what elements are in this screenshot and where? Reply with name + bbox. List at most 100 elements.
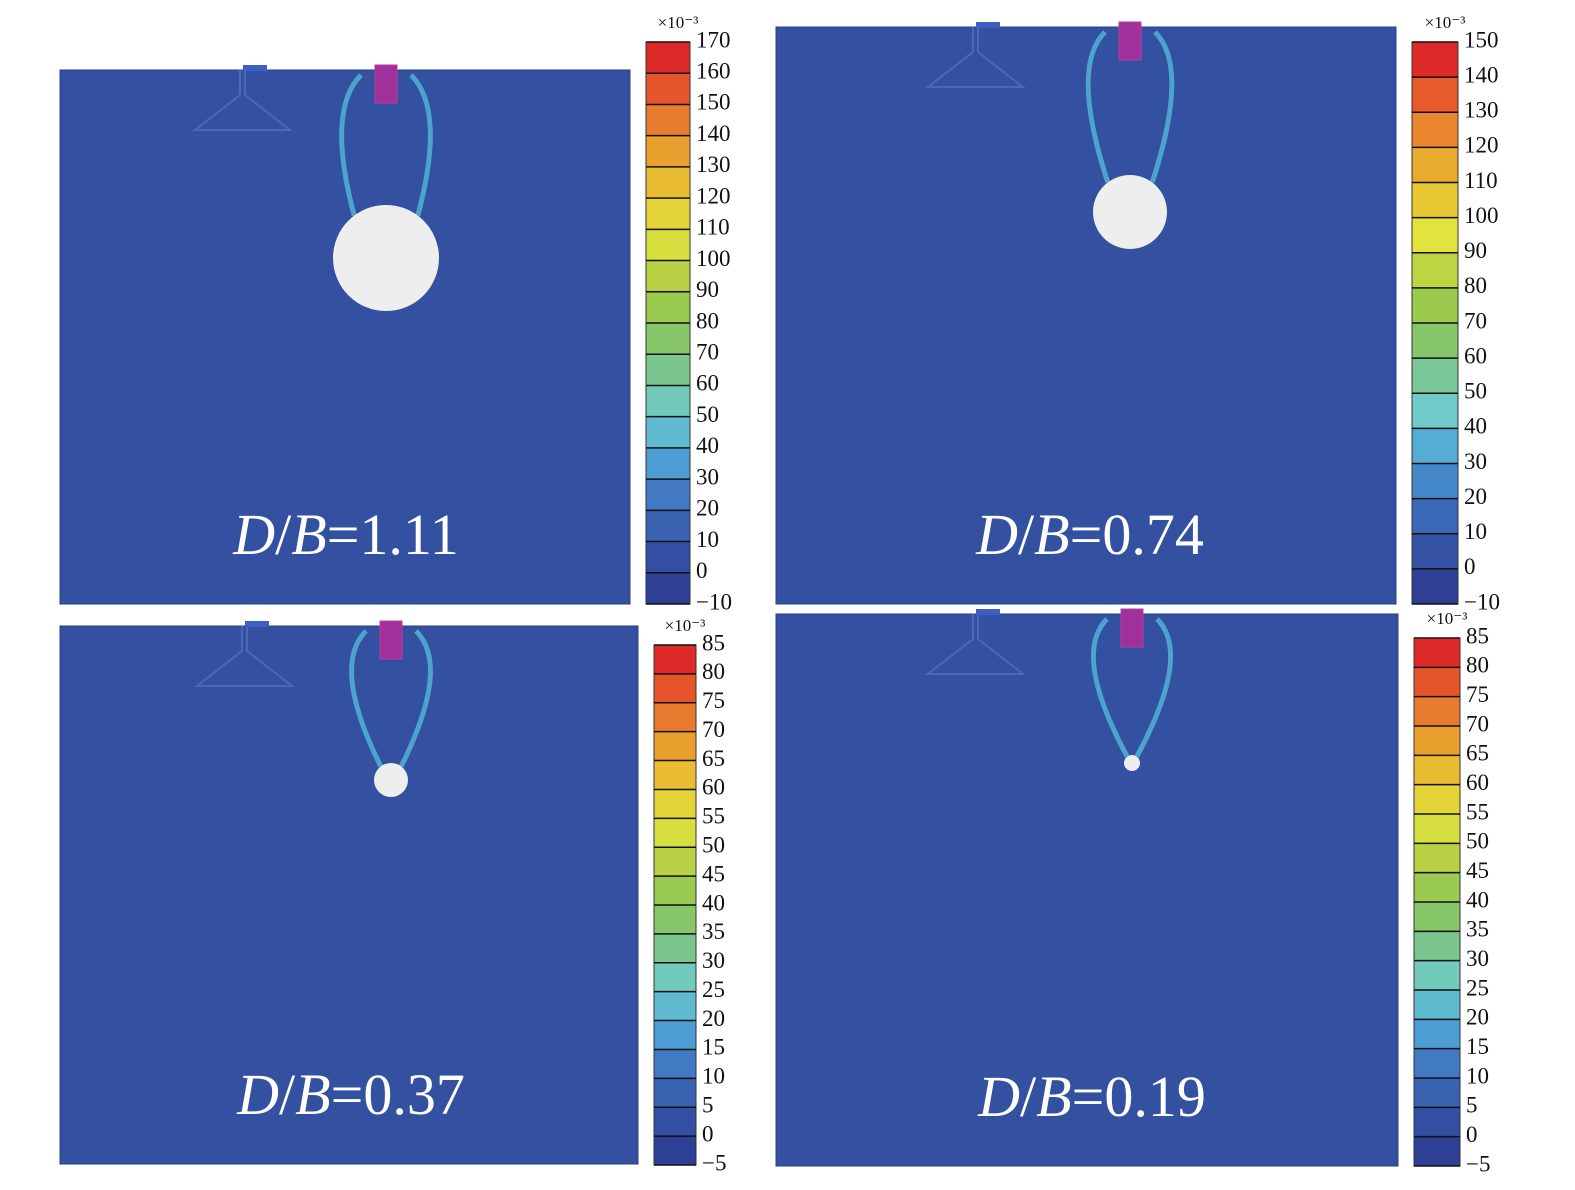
shear-band	[1085, 30, 1111, 184]
colorbar-segment	[1414, 1019, 1460, 1049]
footing-cap	[243, 65, 267, 71]
tick-label: 30	[1466, 946, 1489, 971]
tick-label: 40	[702, 890, 725, 915]
ratio-label: D/B=0.19	[977, 1064, 1206, 1129]
colorbar-segment	[654, 645, 696, 674]
footing-cap	[976, 609, 1000, 615]
colorbar-segment	[646, 42, 690, 74]
tick-label: 75	[1466, 682, 1489, 707]
colorbar-segment	[654, 760, 696, 790]
soil-field	[775, 613, 1399, 1167]
tick-label: 0	[1464, 554, 1476, 579]
panel: D/B=0.7415014013012011010090807060504030…	[775, 13, 1500, 614]
tick-label: 150	[1464, 27, 1499, 52]
tick-label: 10	[702, 1064, 725, 1089]
shear-band	[409, 73, 433, 217]
tick-label: 130	[696, 152, 731, 177]
tick-label: 40	[696, 433, 719, 458]
colorbar-segment	[1412, 217, 1458, 253]
pile	[379, 620, 403, 660]
colorbar-segment	[1412, 463, 1458, 499]
colorbar-segment	[646, 572, 690, 604]
void	[333, 205, 439, 311]
tick-label: 90	[696, 277, 719, 302]
tick-label: 30	[702, 948, 725, 973]
tick-label: 35	[702, 919, 725, 944]
tick-label: 45	[702, 861, 725, 886]
colorbar-segment	[646, 385, 690, 417]
colorbar-segment	[1414, 1048, 1460, 1078]
colorbar-segment	[1412, 498, 1458, 534]
tick-label: 40	[1464, 414, 1487, 439]
colorbar-segment	[654, 731, 696, 761]
tick-label: 20	[1464, 484, 1487, 509]
tick-label: 70	[1464, 308, 1487, 333]
pile	[1118, 21, 1142, 61]
ratio-label: D/B=1.11	[232, 502, 459, 567]
tick-label: 70	[1466, 711, 1489, 736]
tick-label: 50	[702, 833, 725, 858]
tick-label: 50	[1466, 829, 1489, 854]
colorbar-segment	[1414, 872, 1460, 902]
tick-label: 30	[1464, 449, 1487, 474]
colorbar-segment	[1412, 182, 1458, 218]
colorbar-segment	[654, 1107, 696, 1137]
tick-label: 85	[702, 630, 725, 655]
colorbar-segment	[1414, 755, 1460, 785]
tick-label: −10	[1464, 589, 1500, 614]
tick-label: 75	[702, 688, 725, 713]
footing	[925, 27, 1026, 88]
colorbar-segment	[1414, 726, 1460, 756]
tick-label: 80	[696, 308, 719, 333]
colorbar-segment	[1412, 533, 1458, 569]
colorbar-segment	[1414, 843, 1460, 873]
tick-label: 20	[702, 1006, 725, 1031]
footing-cap	[245, 621, 269, 627]
tick-label: 55	[1466, 799, 1489, 824]
tick-label: 120	[696, 183, 731, 208]
colorbar-segment	[654, 1078, 696, 1108]
colorbar-segment	[646, 135, 690, 167]
shear-band	[1149, 30, 1175, 184]
footing	[925, 614, 1026, 675]
tick-label: 80	[1466, 653, 1489, 678]
tick-label: 140	[696, 121, 731, 146]
tick-label: 160	[696, 59, 731, 84]
tick-label: 70	[696, 340, 719, 365]
colorbar-segment	[1414, 990, 1460, 1020]
colorbar-segment	[654, 1049, 696, 1079]
tick-label: 0	[1466, 1122, 1478, 1147]
colorbar-segment	[646, 229, 690, 261]
tick-label: 10	[1466, 1063, 1489, 1088]
shear-band	[1134, 617, 1174, 758]
shear-band	[339, 73, 363, 217]
soil-field	[59, 625, 639, 1165]
colorbar-segment	[646, 104, 690, 136]
pile	[1120, 608, 1144, 648]
tick-label: 130	[1464, 98, 1499, 123]
colorbar-segment	[654, 991, 696, 1021]
void	[374, 763, 408, 797]
colorbar-segment	[646, 323, 690, 355]
colorbar-segment	[1414, 1078, 1460, 1108]
colorbar-unit: ×10⁻³	[1425, 13, 1466, 32]
tick-label: 15	[702, 1035, 725, 1060]
colorbar-unit: ×10⁻³	[665, 616, 706, 635]
colorbar-segment	[646, 510, 690, 542]
colorbar-segment	[1412, 77, 1458, 113]
tick-label: 65	[1466, 741, 1489, 766]
ratio-label: D/B=0.37	[236, 1062, 465, 1127]
shear-band	[349, 629, 384, 768]
panel: D/B=0.3785807570656055504540353025201510…	[59, 616, 726, 1175]
tick-label: 55	[702, 804, 725, 829]
tick-label: 110	[1464, 168, 1498, 193]
colorbar-segment	[1414, 1136, 1460, 1166]
panel: D/B=0.1985807570656055504540353025201510…	[775, 608, 1490, 1176]
tick-label: 70	[702, 717, 725, 742]
colorbar-unit: ×10⁻³	[1427, 609, 1468, 628]
colorbar-segment	[646, 198, 690, 230]
colorbar-segment	[646, 447, 690, 480]
tick-label: 150	[696, 90, 731, 115]
tick-label: 80	[1464, 273, 1487, 298]
